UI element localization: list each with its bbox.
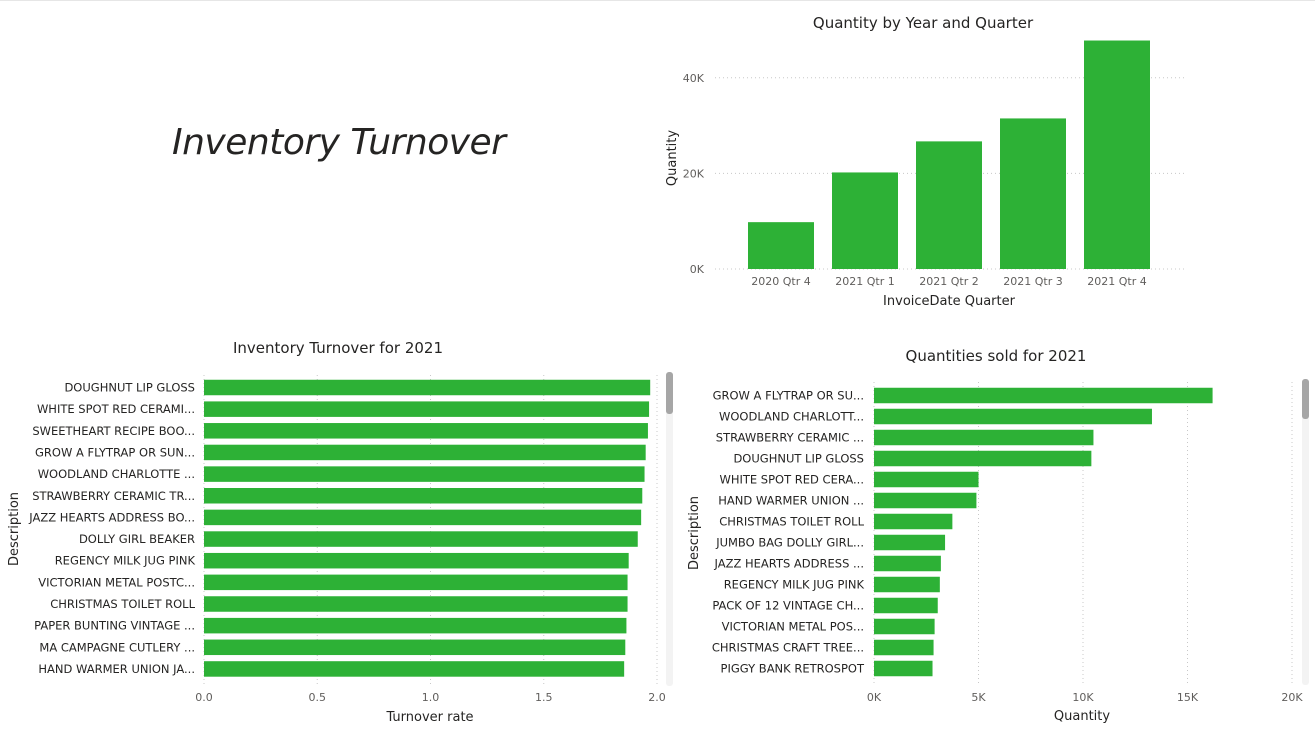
turnover-x-tick-label: 0.5 [309,691,327,704]
quantities-scrollbar-thumb[interactable] [1302,379,1309,419]
turnover-category-label: CHRISTMAS TOILET ROLL [50,597,195,611]
turnover-bar [204,488,643,504]
quarter-x-tick-label: 2021 Qtr 4 [1087,275,1146,288]
turnover-scrollbar[interactable] [666,372,673,686]
turnover-bar [204,466,645,482]
turnover-y-axis-title: Description [7,492,22,566]
turnover-bar [204,531,638,547]
turnover-bar [204,509,642,526]
turnover-category-label: HAND WARMER UNION JA... [38,662,195,676]
quarter-x-axis-title: InvoiceDate Quarter [883,294,1016,309]
turnover-x-tick-label: 1.5 [535,691,553,704]
quarter-bar [1084,40,1150,270]
turnover-category-label: STRAWBERRY CERAMIC TR... [32,489,195,503]
quarter-x-tick-label: 2021 Qtr 3 [1003,275,1062,288]
quantities-category-label: REGENCY MILK JUG PINK [724,578,865,592]
turnover-bar [204,552,629,569]
turnover-category-label: REGENCY MILK JUG PINK [55,554,196,568]
turnover-category-label: MA CAMPAGNE CUTLERY ... [39,640,195,654]
quantities-x-tick-label: 0K [867,691,882,704]
quarter-y-tick-label: 40K [683,72,705,85]
turnover-category-label: VICTORIAN METAL POSTC... [38,575,195,589]
turnover-category-label: DOUGHNUT LIP GLOSS [64,381,195,395]
quantities-bar [874,534,946,551]
page-title: Inventory Turnover [172,122,506,163]
quantities-category-label: CHRISTMAS CRAFT TREE... [712,641,864,655]
quarter-x-tick-label: 2021 Qtr 2 [919,275,978,288]
turnover-x-tick-label: 2.0 [648,691,666,704]
quantities-bar [874,618,935,635]
top-divider [0,0,1315,1]
quantities-category-label: STRAWBERRY CERAMIC ... [716,431,864,445]
quantities-category-label: DOUGHNUT LIP GLOSS [733,452,864,466]
quantities-x-tick-label: 10K [1072,691,1094,704]
quantities-x-tick-label: 15K [1177,691,1199,704]
quarter-y-tick-label: 0K [690,263,705,276]
turnover-bar [204,444,646,461]
turnover-category-label: GROW A FLYTRAP OR SUN... [35,445,195,459]
quantities-category-label: CHRISTMAS TOILET ROLL [719,515,864,529]
quantities-y-axis-title: Description [687,496,702,570]
quantities-x-axis-title: Quantity [1054,709,1110,724]
quarter-bar [748,222,814,269]
quantities-category-label: HAND WARMER UNION ... [718,494,864,508]
quantities-x-tick-label: 5K [971,691,986,704]
quantities-scrollbar[interactable] [1302,379,1309,685]
quantities-category-label: WOODLAND CHARLOTT... [719,410,864,424]
quantities-x-tick-label: 20K [1281,691,1303,704]
turnover-x-tick-label: 0.0 [195,691,213,704]
quantities-category-label: WHITE SPOT RED CERA... [719,473,864,487]
turnover-bar [204,401,650,417]
quarter-y-axis-title: Quantity [665,130,680,186]
turnover-x-tick-label: 1.0 [422,691,440,704]
quantities-category-label: JUMBO BAG DOLLY GIRL... [715,536,864,550]
quarter-bar [1000,118,1066,270]
quarter-x-tick-label: 2021 Qtr 1 [835,275,894,288]
quantities-category-label: VICTORIAN METAL POS... [722,620,864,634]
quarter-bar [832,172,898,269]
quantities-category-label: PACK OF 12 VINTAGE CH... [712,599,864,613]
quarter-bar [916,141,982,269]
turnover-category-label: PAPER BUNTING VINTAGE ... [34,619,195,633]
quantities-bar [874,387,1213,404]
turnover-bar [204,574,628,591]
quantities-bar [874,576,940,593]
quantities-category-label: GROW A FLYTRAP OR SU... [713,389,864,403]
quantities-bar [874,597,938,614]
turnover-category-label: WHITE SPOT RED CERAMI... [37,402,195,416]
turnover-bar [204,617,627,634]
turnover-category-label: SWEETHEART RECIPE BOO... [32,424,195,438]
turnover-category-label: JAZZ HEARTS ADDRESS BO... [28,510,195,524]
turnover-bar [204,661,625,677]
quantities-bar [874,429,1094,446]
turnover-bar [204,596,628,612]
turnover-scrollbar-thumb[interactable] [666,372,673,414]
quantities-bar [874,471,979,488]
quarter-y-tick-label: 20K [683,167,705,180]
turnover-bar [204,423,648,439]
turnover-x-axis-title: Turnover rate [385,710,473,725]
quantities-category-label: JAZZ HEARTS ADDRESS ... [714,557,864,571]
quantities-bar [874,408,1152,425]
quantities-bar [874,555,941,572]
quantities-bar [874,639,934,656]
quantities-bar [874,660,933,677]
quantities-category-label: PIGGY BANK RETROSPOT [721,662,865,676]
turnover-category-label: WOODLAND CHARLOTTE ... [38,467,195,481]
quantities-bar [874,450,1092,467]
quantities-bar [874,492,977,509]
turnover-category-label: DOLLY GIRL BEAKER [79,532,195,546]
quantities-chart-title: Quantities sold for 2021 [905,347,1087,365]
quarter-x-tick-label: 2020 Qtr 4 [751,275,810,288]
turnover-chart-title: Inventory Turnover for 2021 [233,339,443,357]
turnover-bar [204,379,651,396]
quantities-bar [874,513,953,530]
quarter-chart-title: Quantity by Year and Quarter [812,14,1034,32]
turnover-bar [204,639,626,656]
